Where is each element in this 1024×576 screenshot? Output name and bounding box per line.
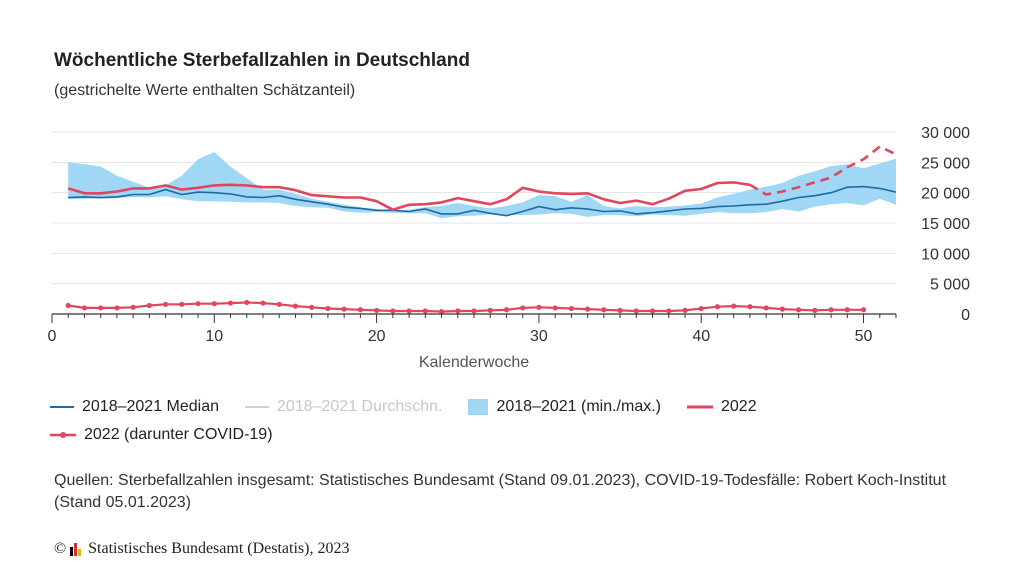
covid-point [536,304,542,310]
covid-point [844,307,850,313]
x-tick-label: 30 [530,328,548,345]
legend-item-median: 2018–2021 Median [50,398,219,416]
legend-item-range: 2018–2021 (min./max.) [468,398,661,416]
covid-point [406,308,412,314]
covid-point [698,305,704,312]
legend-median-label: 2018–2021 Median [82,398,220,415]
covid-point [114,305,120,311]
x-axis: 0 10 20 30 40 50 [48,313,897,345]
covid-point [487,307,493,313]
covid-point [828,307,834,313]
covid-point [211,301,217,307]
legend: 2018–2021 Median 2018–2021 Durchschn. 20… [50,393,950,449]
median-line [68,185,897,217]
covid-point [260,300,266,306]
legend-covid-label: 2022 (darunter COVID-19) [84,426,273,443]
legend-covid-swatch [50,432,76,438]
covid-point [633,308,639,314]
x-tick-label: 0 [48,328,57,345]
covid-point [276,301,282,307]
covid-point [585,306,591,312]
covid-point [731,303,737,309]
covid-point [438,308,445,315]
covid-point [682,307,688,313]
y-tick-label: 0 [961,307,970,324]
covid-point [341,306,347,312]
legend-2022-swatch [687,405,713,409]
covid-point [195,301,201,307]
covid-point [747,304,753,310]
y-tick-label: 5 000 [930,277,970,294]
destatis-logo-icon [70,542,82,556]
source-note: Quellen: Sterbefallzahlen insgesamt: Sta… [54,472,947,511]
legend-2022-label: 2022 [721,398,757,415]
y-axis-tick-labels: 0 5 000 10 000 15 000 20 000 25 000 30 000 [921,125,970,324]
copyright-line: © Statistisches Bundesamt (Destatis), 20… [54,540,349,558]
covid-point [65,302,71,309]
legend-mean-swatch [245,406,270,408]
x-tick-label: 20 [368,328,386,345]
line-2022-estimated [749,145,897,196]
x-tick-label: 40 [692,328,710,345]
range-band-layer [68,152,896,219]
legend-median-swatch [50,406,74,408]
legend-range-label: 2018–2021 (min./max.) [496,398,661,415]
covid-point [666,308,672,314]
covid-point [796,307,802,313]
legend-item-covid: 2022 (darunter COVID-19) [50,426,273,444]
line-2022 [67,181,751,211]
x-tick-label: 50 [855,328,873,345]
legend-mean-label: 2018–2021 Durchschn. [277,398,443,415]
covid-point [325,305,331,312]
y-tick-label: 25 000 [921,155,970,172]
covid-point [568,305,574,312]
y-tick-label: 15 000 [921,216,970,233]
covid-point [163,301,169,307]
covid-point [309,304,315,310]
chart-title: Wöchentliche Sterbefallzahlen in Deutsch… [54,50,470,71]
covid-point [98,305,104,311]
covid-point [455,308,461,314]
covid-point [374,307,380,313]
legend-item-mean: 2018–2021 Durchschn. [245,398,442,416]
covid-point [617,307,623,313]
covid-point [714,304,721,310]
x-tick-label: 10 [205,328,223,345]
covid-point [292,303,299,309]
x-axis-title: Kalenderwoche [419,354,529,371]
y-tick-label: 30 000 [921,125,970,142]
covid-point [146,302,152,309]
legend-range-swatch [468,399,489,415]
covid-point [179,301,185,307]
covid-point [763,305,769,311]
covid-point [130,304,136,310]
covid-point [227,300,234,306]
series-lines [65,145,897,315]
covid-point [422,308,428,314]
legend-item-2022: 2022 [687,398,757,416]
covid-point [390,308,396,314]
chart-subtitle: (gestrichelte Werte enthalten Schätzante… [54,82,356,99]
covid-line [68,301,864,313]
y-tick-label: 10 000 [921,246,970,263]
covid-point [552,305,558,311]
line-chart: 0 10 20 30 40 50 0 5 000 10 000 15 000 20 000 25 0… [48,125,971,371]
covid-point [860,307,867,313]
covid-point [520,305,526,311]
range-band [68,152,896,219]
covid-point [357,307,363,313]
y-tick-label: 20 000 [921,186,970,203]
covid-point [779,306,785,312]
covid-point [649,308,656,314]
covid-point [471,308,477,314]
covid-point [503,307,510,313]
covid-point [812,307,818,313]
covid-point [244,299,250,306]
copyright-text: Statistisches Bundesamt (Destatis), 2023 [88,540,350,557]
copyright-symbol: © [54,540,67,557]
covid-point [81,305,88,311]
covid-point [601,307,607,313]
